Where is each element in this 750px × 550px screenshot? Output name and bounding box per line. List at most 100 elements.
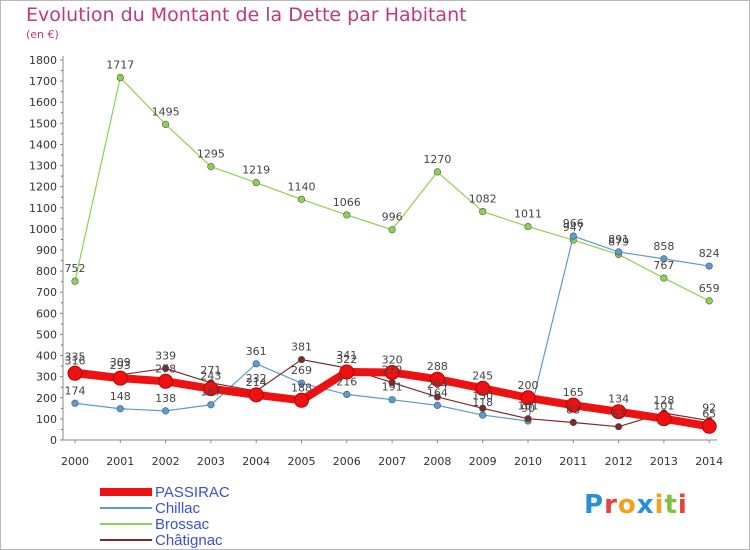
data-label-chillac: 269 [291, 364, 312, 377]
data-point-passirac [248, 387, 264, 403]
legend-item-brossac: Brossac [100, 516, 260, 533]
data-point-ch-tignac [297, 355, 306, 364]
y-tick-label: 900 [36, 244, 57, 257]
y-axis-ticks: 0 100 200 300 400 500 600 700 800 900 1000 1100 1200… [29, 54, 63, 447]
y-tick-label: 700 [36, 286, 57, 299]
data-point-ch-tignac [524, 415, 532, 423]
logo-letter: t [664, 490, 678, 520]
data-point-brossac [705, 297, 713, 305]
data-label-chillac: 148 [110, 390, 131, 403]
data-point-passirac [565, 397, 581, 413]
data-label-chillac: 118 [472, 396, 493, 409]
x-tick-label: 2006 [333, 455, 361, 468]
data-label-ch-tignac: 272 [382, 364, 403, 377]
x-tick-label: 2001 [106, 455, 134, 468]
data-point-chillac [252, 360, 260, 368]
data-point-chillac [297, 379, 306, 387]
data-label-ch-tignac: 232 [246, 372, 267, 385]
data-label-chillac: 858 [653, 240, 674, 253]
data-point-passirac [339, 364, 355, 380]
data-label-ch-tignac: 150 [472, 389, 493, 402]
data-label-brossac: 1066 [333, 196, 361, 209]
data-point-chillac [343, 390, 351, 399]
data-label-chillac: 216 [336, 375, 357, 388]
x-tick-label: 2010 [514, 455, 542, 468]
y-tick-label: 600 [36, 307, 57, 320]
data-label-chillac: 174 [65, 384, 86, 397]
data-point-passirac [203, 381, 219, 397]
data-point-ch-tignac [479, 404, 487, 412]
data-label-passirac: 165 [563, 386, 584, 399]
y-tick-label: 500 [36, 328, 57, 341]
y-tick-label: 1100 [29, 202, 57, 215]
proxiti-logo: Proxiti [584, 490, 688, 520]
data-point-brossac [207, 163, 215, 171]
data-point-brossac [297, 195, 306, 203]
data-label-brossac: 1140 [288, 180, 316, 193]
data-point-brossac [479, 207, 487, 216]
logo-letter: i [677, 490, 688, 520]
data-label-chillac: 824 [699, 247, 720, 260]
data-label-ch-tignac: 341 [336, 349, 357, 362]
logo-letter: o [617, 490, 637, 520]
data-point-passirac [429, 371, 445, 387]
data-point-brossac [252, 179, 260, 187]
y-tick-label: 200 [36, 392, 57, 405]
x-tick-label: 2013 [650, 455, 678, 468]
data-point-passirac [701, 418, 717, 434]
data-label-passirac: 134 [608, 393, 629, 406]
data-label-chillac: 191 [382, 381, 403, 394]
x-tick-label: 2004 [242, 455, 270, 468]
data-label-brossac: 659 [699, 282, 720, 295]
x-tick-label: 2000 [61, 455, 89, 468]
data-point-chillac [207, 401, 215, 409]
data-label-passirac: 322 [336, 353, 357, 366]
data-point-chillac [569, 232, 577, 240]
data-label-brossac: 1295 [197, 148, 225, 161]
x-tick-label: 2008 [423, 455, 451, 468]
series-layer [67, 73, 717, 434]
data-label-ch-tignac: 271 [200, 364, 221, 377]
data-label-ch-tignac: 63 [612, 408, 626, 421]
data-point-passirac [475, 380, 491, 396]
data-label-passirac: 293 [110, 359, 131, 372]
data-label-ch-tignac: 339 [155, 349, 176, 362]
data-point-chillac [614, 248, 623, 256]
data-point-ch-tignac [569, 418, 577, 427]
data-label-brossac: 1495 [152, 105, 180, 118]
data-label-ch-tignac: 128 [653, 394, 674, 407]
data-label-ch-tignac: 92 [702, 402, 716, 415]
legend-item-chatignac: Châtignac [100, 532, 260, 549]
data-point-ch-tignac [162, 364, 170, 373]
data-point-chillac [71, 399, 79, 407]
data-label-brossac: 1717 [106, 59, 134, 72]
x-tick-label: 2003 [197, 455, 225, 468]
data-label-chillac: 138 [155, 392, 176, 405]
data-point-chillac [479, 411, 487, 419]
data-point-ch-tignac [433, 393, 442, 401]
data-point-passirac [656, 411, 672, 427]
logo-letter: i [654, 490, 665, 520]
data-label-brossac: 1219 [242, 164, 270, 177]
data-point-passirac [294, 392, 309, 408]
x-tick-label: 2014 [695, 455, 723, 468]
data-label-chillac: 891 [608, 233, 629, 246]
legend-label-passirac: PASSIRAC [155, 484, 230, 501]
data-point-passirac [384, 364, 400, 380]
logo-letter: P [584, 490, 605, 520]
data-point-brossac [116, 73, 124, 82]
data-point-passirac [112, 370, 128, 386]
y-tick-label: 0 [50, 434, 57, 447]
data-point-chillac [388, 396, 396, 404]
data-label-passirac: 214 [246, 376, 267, 389]
data-point-brossac [343, 211, 351, 219]
data-label-ch-tignac: 309 [110, 356, 131, 369]
data-point-brossac [660, 274, 668, 282]
legend-label-brossac: Brossac [155, 516, 210, 533]
data-label-chillac: 361 [246, 345, 267, 358]
legend-swatch-chillac [100, 507, 152, 509]
data-label-chillac: 90 [521, 402, 535, 415]
x-axis-ticks: 2000 2001 2002 2003 2004 2005 2006 2007 2008 2009… [61, 440, 723, 468]
y-tick-label: 100 [36, 413, 57, 426]
data-point-chillac [116, 405, 124, 413]
